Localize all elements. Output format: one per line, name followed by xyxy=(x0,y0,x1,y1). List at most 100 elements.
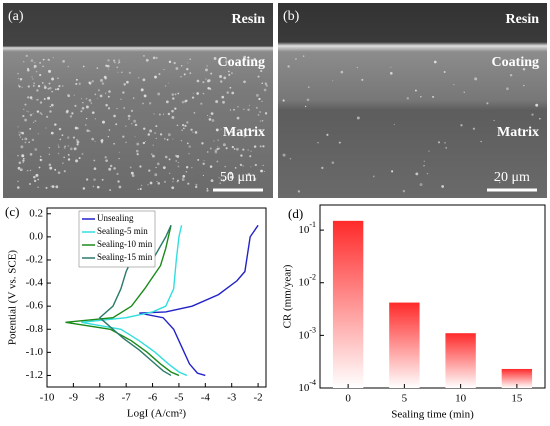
speckle xyxy=(90,102,93,104)
speckle xyxy=(175,160,178,162)
speckle xyxy=(108,129,111,131)
speckle xyxy=(390,66,392,68)
speckle xyxy=(539,117,541,120)
speckle xyxy=(509,73,513,77)
speckle xyxy=(142,141,146,145)
speckle xyxy=(120,98,122,100)
speckle xyxy=(206,65,208,67)
speckle xyxy=(219,80,223,83)
speckle xyxy=(190,128,193,131)
speckle xyxy=(289,157,292,160)
speckle xyxy=(67,136,70,139)
speckle xyxy=(45,186,48,189)
speckle xyxy=(129,166,132,169)
speckle xyxy=(27,67,29,70)
speckle xyxy=(207,114,209,116)
speckle xyxy=(406,97,409,100)
speckle xyxy=(340,70,344,74)
speckle xyxy=(49,166,53,170)
speckle xyxy=(202,92,205,95)
speckle xyxy=(113,114,116,118)
speckle xyxy=(210,72,213,75)
speckle xyxy=(183,73,186,76)
speckle xyxy=(113,59,116,62)
speckle xyxy=(57,144,59,146)
speckle xyxy=(217,139,219,141)
speckle xyxy=(423,164,425,167)
speckle xyxy=(297,190,301,193)
speckle xyxy=(109,189,112,192)
speckle xyxy=(253,177,257,181)
speckle xyxy=(28,141,31,144)
speckle xyxy=(107,107,111,110)
y-tick-label: 10-4 xyxy=(298,378,316,394)
speckle xyxy=(253,57,256,61)
region-label: Coating xyxy=(492,55,539,70)
speckle xyxy=(332,80,334,82)
speckle xyxy=(210,179,214,183)
speckle xyxy=(223,76,227,80)
speckle xyxy=(192,92,194,94)
y-axis-title: Potential (V vs. SCE) xyxy=(7,250,19,345)
speckle xyxy=(75,138,79,142)
speckle xyxy=(171,186,175,190)
speckle xyxy=(147,133,151,136)
speckle xyxy=(219,75,223,79)
speckle xyxy=(262,145,265,148)
speckle xyxy=(171,116,175,119)
speckle xyxy=(258,97,261,101)
speckle xyxy=(162,166,166,170)
speckle xyxy=(216,160,219,163)
legend-label: Sealing-15 min xyxy=(97,252,153,262)
speckle xyxy=(48,82,51,85)
speckle xyxy=(216,147,219,151)
speckle xyxy=(159,133,163,136)
speckle xyxy=(32,85,35,87)
y-tick-label: -0.4 xyxy=(26,277,44,289)
speckle xyxy=(176,124,179,127)
speckle xyxy=(229,109,232,111)
speckle xyxy=(197,158,200,161)
speckle xyxy=(18,131,20,133)
speckle xyxy=(86,129,89,132)
speckle xyxy=(128,71,131,74)
speckle xyxy=(131,174,135,177)
speckle xyxy=(18,133,21,136)
speckle xyxy=(28,111,30,113)
speckle xyxy=(136,142,140,146)
panel-label: (d) xyxy=(288,206,303,221)
speckle xyxy=(196,92,199,95)
speckle xyxy=(202,81,205,84)
speckle xyxy=(51,77,55,81)
speckle xyxy=(42,82,44,84)
speckle xyxy=(158,73,161,76)
speckle xyxy=(259,110,262,113)
speckle xyxy=(118,157,120,160)
charts: (c) -1.2 -1.0 -0.8 -0.6 -0.4 -0.2 0.0 0.2 Potenti… xyxy=(5,204,546,421)
polarization-curve xyxy=(65,225,180,377)
bar xyxy=(389,302,420,388)
speckle xyxy=(127,117,131,121)
speckle xyxy=(361,78,364,81)
speckle xyxy=(67,94,70,97)
speckle xyxy=(17,180,19,183)
speckle xyxy=(113,143,115,145)
speckle xyxy=(531,113,534,116)
speckle xyxy=(234,167,237,169)
speckle xyxy=(259,120,262,122)
speckle xyxy=(207,151,209,153)
speckle xyxy=(29,96,33,100)
y-tick-label: -0.6 xyxy=(26,300,44,312)
speckle xyxy=(101,82,105,85)
speckle xyxy=(127,114,131,118)
speckle xyxy=(171,109,174,113)
speckle xyxy=(186,142,189,145)
speckle xyxy=(189,58,192,61)
speckle xyxy=(174,154,178,157)
speckle xyxy=(39,112,42,115)
speckle xyxy=(239,163,243,167)
speckle xyxy=(219,182,222,185)
speckle xyxy=(23,108,25,110)
speckle xyxy=(39,73,42,77)
speckle xyxy=(62,59,65,63)
